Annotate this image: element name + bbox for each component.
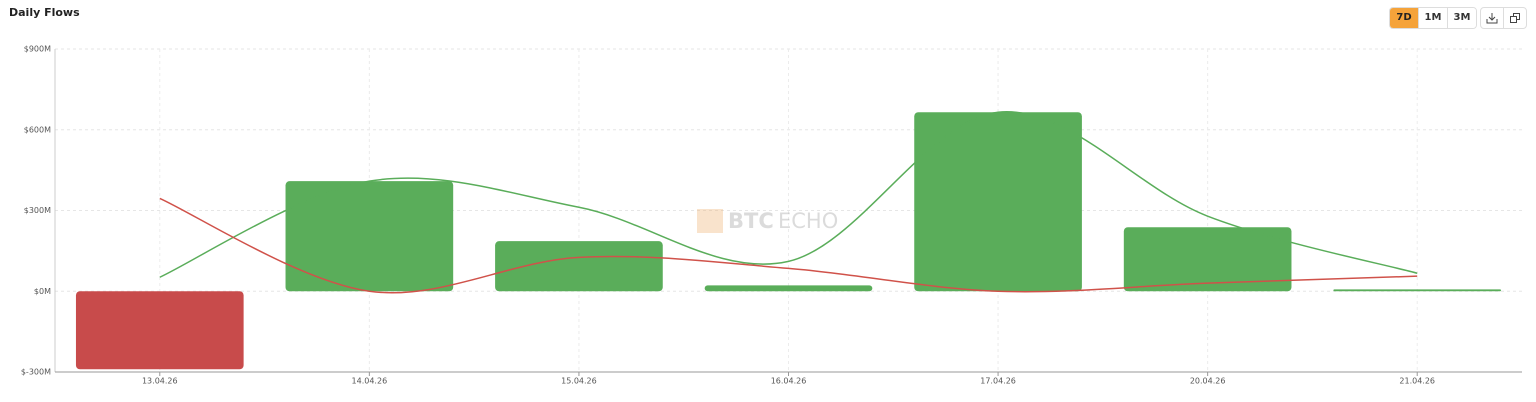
bar	[495, 241, 663, 292]
bar	[704, 285, 873, 292]
download-icon	[1486, 13, 1498, 24]
watermark: BTC ECHO	[697, 209, 838, 233]
line	[159, 111, 1418, 278]
bar	[1123, 227, 1292, 292]
x-tick-label: 14.04.26	[352, 377, 388, 386]
watermark-logo	[697, 209, 723, 233]
y-tick-label: $900M	[24, 45, 51, 54]
x-tick-label: 16.04.26	[771, 377, 807, 386]
bar	[285, 181, 454, 292]
y-tick-label: $300M	[24, 206, 51, 215]
range-button[interactable]: 7D	[1390, 8, 1419, 28]
tool-buttons	[1480, 7, 1527, 29]
line	[159, 197, 1418, 294]
bar	[1333, 289, 1502, 292]
x-tick-label: 15.04.26	[561, 377, 597, 386]
x-tick-label: 13.04.26	[142, 377, 178, 386]
range-button[interactable]: 3M	[1448, 8, 1476, 28]
x-tick-label: 20.04.26	[1190, 377, 1226, 386]
download-button[interactable]	[1481, 8, 1504, 28]
expand-icon	[1510, 13, 1520, 23]
chart-title: Daily Flows	[9, 6, 80, 19]
bar	[914, 112, 1082, 292]
x-tick-label: 17.04.26	[980, 377, 1016, 386]
bar	[75, 291, 244, 370]
y-tick-label: $-300M	[21, 368, 51, 377]
range-button[interactable]: 1M	[1419, 8, 1448, 28]
y-tick-label: $600M	[24, 125, 51, 134]
watermark-text: ECHO	[778, 209, 838, 233]
expand-button[interactable]	[1504, 8, 1526, 28]
range-buttons: 7D 1M 3M	[1389, 7, 1477, 29]
y-tick-label: $0M	[34, 287, 51, 296]
watermark-text: BTC	[728, 209, 774, 233]
x-tick-label: 21.04.26	[1399, 377, 1435, 386]
